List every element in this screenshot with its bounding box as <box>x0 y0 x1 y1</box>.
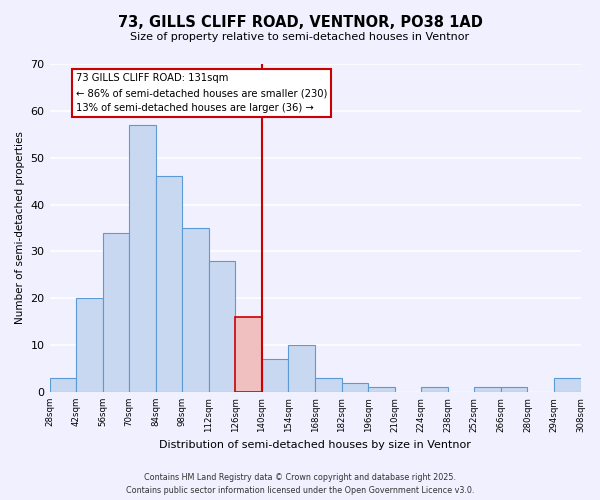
Bar <box>182 228 209 392</box>
Text: 73 GILLS CLIFF ROAD: 131sqm
← 86% of semi-detached houses are smaller (230)
13% : 73 GILLS CLIFF ROAD: 131sqm ← 86% of sem… <box>76 74 328 113</box>
Bar <box>341 382 368 392</box>
Bar <box>475 387 501 392</box>
Text: Size of property relative to semi-detached houses in Ventnor: Size of property relative to semi-detach… <box>130 32 470 42</box>
Bar <box>289 345 315 392</box>
Text: 73, GILLS CLIFF ROAD, VENTNOR, PO38 1AD: 73, GILLS CLIFF ROAD, VENTNOR, PO38 1AD <box>118 15 482 30</box>
Text: Contains HM Land Registry data © Crown copyright and database right 2025.
Contai: Contains HM Land Registry data © Crown c… <box>126 474 474 495</box>
Bar <box>262 359 289 392</box>
Bar <box>156 176 182 392</box>
X-axis label: Distribution of semi-detached houses by size in Ventnor: Distribution of semi-detached houses by … <box>159 440 471 450</box>
Bar <box>50 378 76 392</box>
Bar <box>235 317 262 392</box>
Bar <box>315 378 341 392</box>
Y-axis label: Number of semi-detached properties: Number of semi-detached properties <box>15 132 25 324</box>
Bar <box>103 232 129 392</box>
Bar <box>76 298 103 392</box>
Bar <box>554 378 581 392</box>
Bar <box>501 387 527 392</box>
Bar <box>209 261 235 392</box>
Bar <box>129 125 156 392</box>
Bar <box>421 387 448 392</box>
Bar <box>368 387 395 392</box>
